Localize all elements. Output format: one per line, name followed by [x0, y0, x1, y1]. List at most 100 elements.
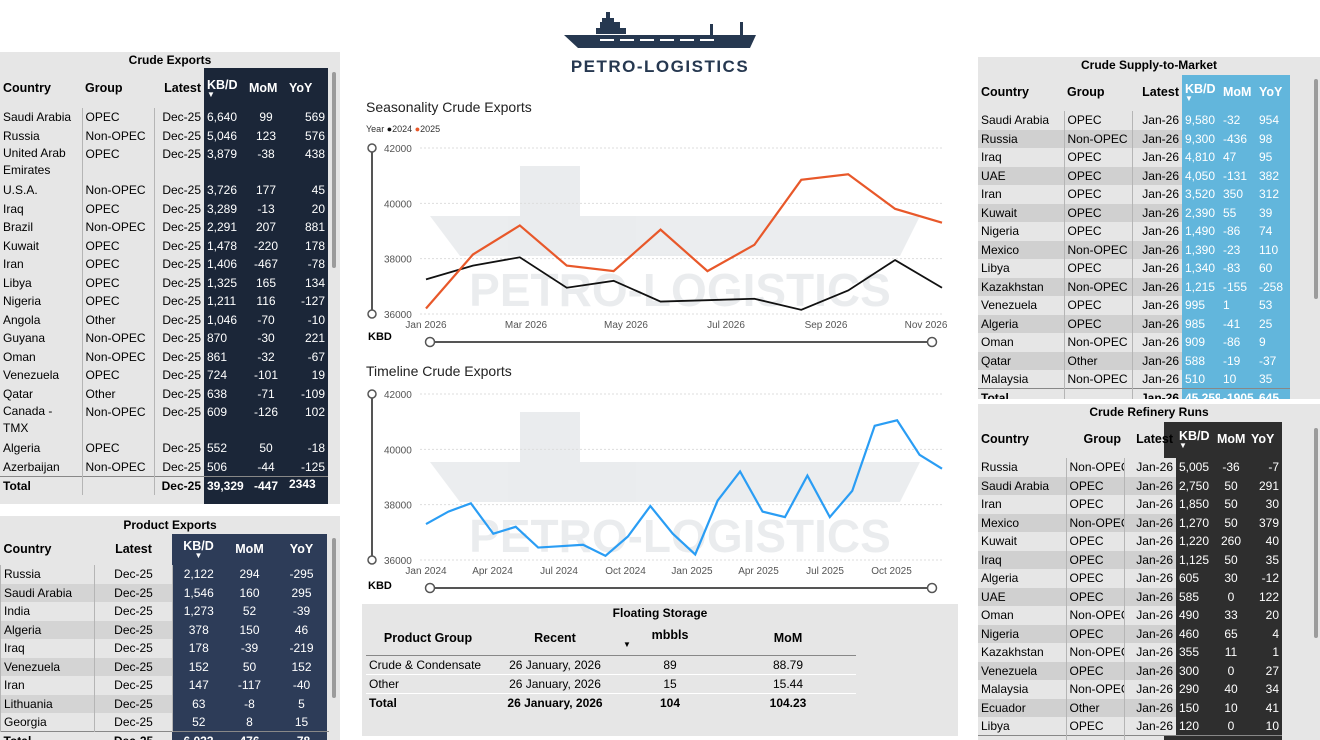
table-row[interactable]: Mexico Non-OPEC Jan-26 1,390 -23 110	[978, 240, 1290, 259]
yoy-cell: 95	[1259, 150, 1273, 164]
col-header-latest[interactable]: Latest	[1136, 432, 1173, 446]
col-header-yoy[interactable]: YoY	[1259, 85, 1283, 99]
col-header-latest[interactable]: Latest	[1142, 85, 1179, 99]
col-header-latest[interactable]: Latest	[164, 81, 201, 95]
scrollbar[interactable]	[1314, 428, 1318, 638]
scrollbar[interactable]	[1314, 79, 1318, 299]
col-header-group[interactable]: Group	[1067, 85, 1105, 99]
table-row[interactable]: Iraq OPEC Dec-25 3,289 -13 20	[0, 199, 328, 218]
mom-cell: 52	[242, 604, 257, 618]
col-header-mom[interactable]: MoM	[1223, 85, 1252, 99]
table-row[interactable]: Nigeria OPEC Jan-26 460 65 4	[978, 624, 1282, 643]
table-row[interactable]: Iraq OPEC Jan-26 4,810 47 95	[978, 148, 1290, 167]
table-row[interactable]: Nigeria OPEC Dec-25 1,211 116 -127	[0, 292, 328, 311]
col-header-kbd[interactable]: KB/D ▼	[173, 533, 225, 565]
mom-cell: -86	[1223, 224, 1241, 238]
table-row[interactable]: Venezuela OPEC Jan-26 300 0 27	[978, 661, 1282, 680]
col-header-latest[interactable]: Latest	[115, 542, 152, 556]
col-header-yoy[interactable]: YoY	[1251, 432, 1275, 446]
table-row[interactable]: Oman Non-OPEC Jan-26 909 -86 9	[978, 333, 1290, 352]
total-label: Total	[1, 732, 95, 740]
table-row[interactable]: Georgia Dec-25 52 8 15	[0, 713, 329, 732]
scrollbar[interactable]	[332, 538, 336, 698]
col-header-kbd[interactable]: KB/D ▼	[1179, 429, 1210, 450]
table-row[interactable]: India Dec-25 1,273 52 -39	[0, 602, 329, 621]
timeline-chart[interactable]: PETRO-LOGISTICS 36000 38000 40000 42000 Jan 2…	[360, 382, 950, 596]
table-row[interactable]: Kazakhstan Non-OPEC Jan-26 355 11 1	[978, 643, 1282, 662]
table-row[interactable]: Saudi Arabia OPEC Dec-25 6,640 99 569	[0, 108, 328, 127]
table-row[interactable]: Saudi Arabia OPEC Jan-26 2,750 50 291	[978, 476, 1282, 495]
table-row[interactable]: U.S.A. Non-OPEC Dec-25 3,726 177 45	[0, 181, 328, 200]
table-row[interactable]: Iraq OPEC Jan-26 1,125 50 35	[978, 550, 1282, 569]
group-cell: Non-OPEC	[1063, 240, 1133, 259]
table-row[interactable]: UAE OPEC Jan-26 585 0 122	[978, 587, 1282, 606]
table-row[interactable]: Russia Non-OPEC Jan-26 5,005 -36 -7	[978, 458, 1282, 477]
table-row[interactable]: Algeria OPEC Jan-26 605 30 -12	[978, 569, 1282, 588]
table-row[interactable]: United Arab Emirates OPEC Dec-25 3,879 -38 43…	[0, 145, 328, 181]
table-row[interactable]: Crude & Condensate 26 January, 2026 89 88.7…	[366, 655, 856, 674]
table-row[interactable]: Iran OPEC Jan-26 1,850 50 30	[978, 495, 1282, 514]
col-header-country[interactable]: Country	[3, 81, 51, 95]
table-row[interactable]: Other 26 January, 2026 15 15.44	[366, 674, 856, 693]
col-header-kbd[interactable]: KB/D ▼	[204, 68, 246, 108]
col-header-kbd[interactable]: KB/D ▼	[1185, 82, 1216, 103]
legend-2024[interactable]: 2024	[392, 124, 413, 134]
table-row[interactable]: Iran OPEC Dec-25 1,406 -467 -78	[0, 255, 328, 274]
table-row[interactable]: Kuwait OPEC Dec-25 1,478 -220 178	[0, 236, 328, 255]
table-row[interactable]: Iran Dec-25 147 -117 -40	[0, 676, 329, 695]
table-row[interactable]: Qatar Other Jan-26 588 -19 -37	[978, 351, 1290, 370]
table-row[interactable]: Algeria Dec-25 378 150 46	[0, 620, 329, 639]
table-row[interactable]: Oman Non-OPEC Jan-26 490 33 20	[978, 606, 1282, 625]
table-row[interactable]: Saudi Arabia Dec-25 1,546 160 295	[0, 583, 329, 602]
kbd-cell: 985	[1185, 316, 1206, 331]
table-row[interactable]: Angola Other Dec-25 1,046 -70 -10	[0, 310, 328, 329]
seasonality-chart[interactable]: PETRO-LOGISTICS 36000 38000 40000 42000 Jan 2…	[360, 136, 950, 350]
table-row[interactable]: Azerbaijan Non-OPEC Dec-25 506 -44 -125	[0, 457, 328, 476]
table-row[interactable]: Libya OPEC Dec-25 1,325 165 134	[0, 273, 328, 292]
table-row[interactable]: Iran OPEC Jan-26 3,520 350 312	[978, 185, 1290, 204]
table-row[interactable]: Malaysia Non-OPEC Jan-26 290 40 34	[978, 680, 1282, 699]
table-row[interactable]: Iraq Dec-25 178 -39 -219	[0, 639, 329, 658]
table-row[interactable]: Qatar Other Dec-25 638 -71 -109	[0, 384, 328, 403]
table-row[interactable]: Russia Dec-25 2,122 294 -295	[0, 565, 329, 584]
col-header-country[interactable]: Country	[981, 432, 1029, 446]
table-row[interactable]: Oman Non-OPEC Dec-25 861 -32 -67	[0, 347, 328, 366]
table-row[interactable]: Guyana Non-OPEC Dec-25 870 -30 221	[0, 329, 328, 348]
col-header-yoy[interactable]: YoY	[289, 542, 314, 556]
table-row[interactable]: Brazil Non-OPEC Dec-25 2,291 207 881	[0, 218, 328, 237]
table-row[interactable]: Nigeria OPEC Jan-26 1,490 -86 74	[978, 222, 1290, 241]
col-header-mom[interactable]: MoM	[235, 542, 264, 556]
table-row[interactable]: Canada - TMX Non-OPEC Dec-25 609 -126 102	[0, 403, 328, 439]
table-row[interactable]: Kuwait OPEC Jan-26 1,220 260 40	[978, 532, 1282, 551]
table-row[interactable]: Lithuania Dec-25 63 -8 5	[0, 694, 329, 713]
table-row[interactable]: Venezuela Dec-25 152 50 152	[0, 657, 329, 676]
table-row[interactable]: Venezuela OPEC Dec-25 724 -101 19	[0, 366, 328, 385]
table-row[interactable]: Kazakhstan Non-OPEC Jan-26 1,215 -155 -258	[978, 277, 1290, 296]
col-header-yoy[interactable]: YoY	[286, 68, 328, 108]
col-header-mom[interactable]: MoM	[1217, 432, 1246, 446]
table-row[interactable]: Mexico Non-OPEC Jan-26 1,270 50 379	[978, 513, 1282, 532]
table-row[interactable]: Ecuador Other Jan-26 150 10 41	[978, 698, 1282, 717]
table-row[interactable]: Malaysia Non-OPEC Jan-26 510 10 35	[978, 370, 1290, 389]
table-row[interactable]: Algeria OPEC Jan-26 985 -41 25	[978, 314, 1290, 333]
table-row[interactable]: Kuwait OPEC Jan-26 2,390 55 39	[978, 203, 1290, 222]
col-header-mom[interactable]: MoM	[773, 630, 803, 645]
col-header-country[interactable]: Country	[3, 542, 52, 556]
table-row[interactable]: UAE OPEC Jan-26 4,050 -131 382	[978, 166, 1290, 185]
table-row[interactable]: Venezuela OPEC Jan-26 995 1 53	[978, 296, 1290, 315]
col-header-group[interactable]: Group	[1083, 432, 1122, 446]
legend-2025[interactable]: 2025	[420, 124, 441, 134]
col-header-product-group[interactable]: Product Group	[383, 630, 473, 645]
scrollbar[interactable]	[332, 72, 336, 268]
table-row[interactable]: Libya OPEC Jan-26 120 0 10	[978, 717, 1282, 736]
table-row[interactable]: Libya OPEC Jan-26 1,340 -83 60	[978, 259, 1290, 278]
table-row[interactable]: Saudi Arabia OPEC Jan-26 9,580 -32 954	[978, 111, 1290, 130]
table-row[interactable]: Algeria OPEC Dec-25 552 50 -18	[0, 439, 328, 458]
col-header-country[interactable]: Country	[981, 85, 1029, 99]
table-row[interactable]: Russia Non-OPEC Dec-25 5,046 123 576	[0, 126, 328, 145]
col-header-mbbls[interactable]: mbbls ▼	[620, 621, 720, 655]
col-header-recent[interactable]: Recent	[534, 630, 576, 645]
table-row[interactable]: Russia Non-OPEC Jan-26 9,300 -436 98	[978, 129, 1290, 148]
col-header-mom[interactable]: MoM	[246, 68, 286, 108]
col-header-group[interactable]: Group	[85, 81, 123, 95]
